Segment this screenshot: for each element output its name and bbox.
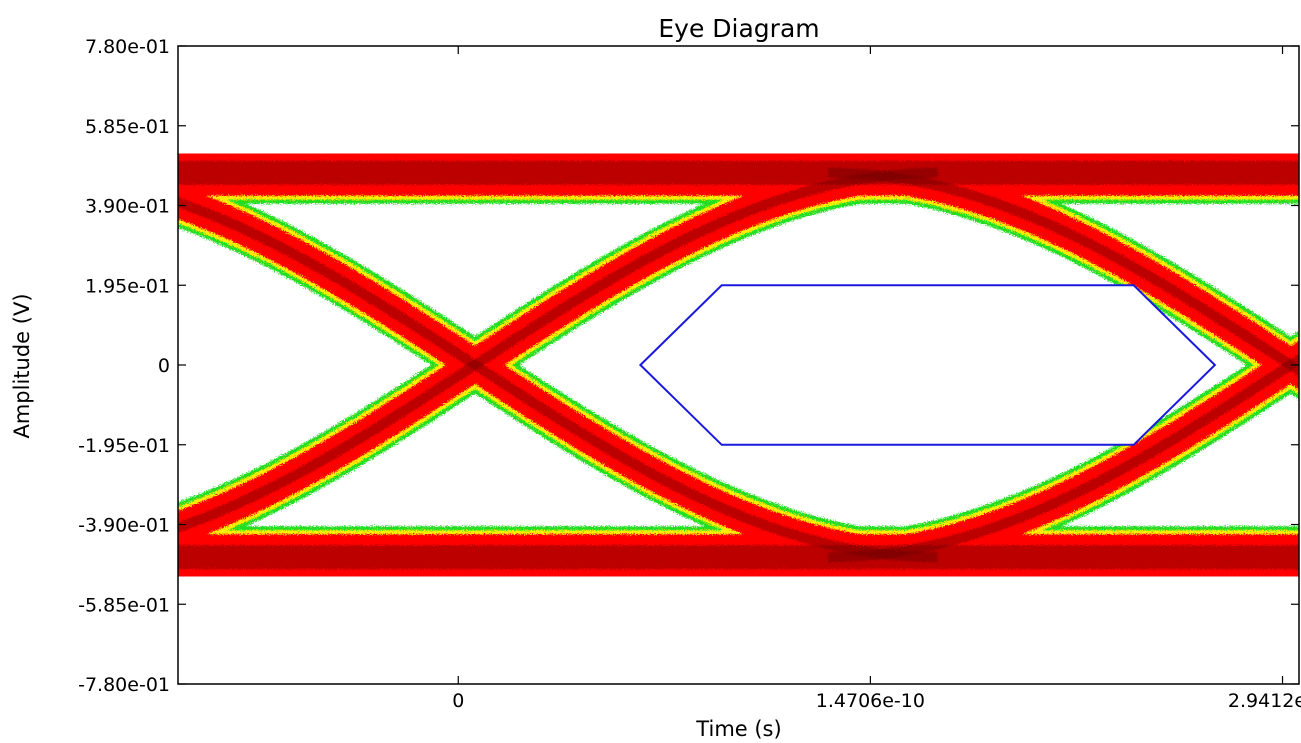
y-tick-label: -1.95e-01 (78, 435, 170, 457)
y-tick-label: 7.80e-01 (85, 36, 170, 58)
chart-title: Eye Diagram (658, 14, 819, 43)
x-tick-label: 1.4706e-10 (816, 690, 925, 712)
y-axis-title: Amplitude (V) (10, 293, 34, 438)
y-tick-label: -7.80e-01 (78, 674, 170, 696)
y-tick-label: 5.85e-01 (85, 116, 170, 138)
x-tick-label: 0 (452, 690, 464, 712)
plot-area (178, 141, 1299, 589)
x-tick-label: 2.9412e-10 (1228, 690, 1301, 712)
y-axis-ticks: 7.80e-01 5.85e-01 3.90e-01 1.95e-01 0 -1.95e-… (78, 36, 1299, 696)
falling-transition-2 (828, 167, 1299, 377)
x-axis-ticks: 0 1.4706e-10 2.9412e-10 (452, 46, 1301, 712)
x-axis-title: Time (s) (695, 717, 781, 741)
y-tick-label: -3.90e-01 (78, 515, 170, 537)
y-tick-label: -5.85e-01 (78, 594, 170, 616)
y-tick-label: 0 (158, 355, 170, 377)
eye-traces (178, 141, 1299, 589)
eye-mask-layer (638, 284, 1217, 446)
y-tick-label: 3.90e-01 (85, 196, 170, 218)
eye-mask-polygon (638, 284, 1217, 446)
trace-layer-3 (178, 160, 1299, 570)
y-tick-label: 1.95e-01 (85, 275, 170, 297)
falling-transition-1 (178, 197, 938, 563)
